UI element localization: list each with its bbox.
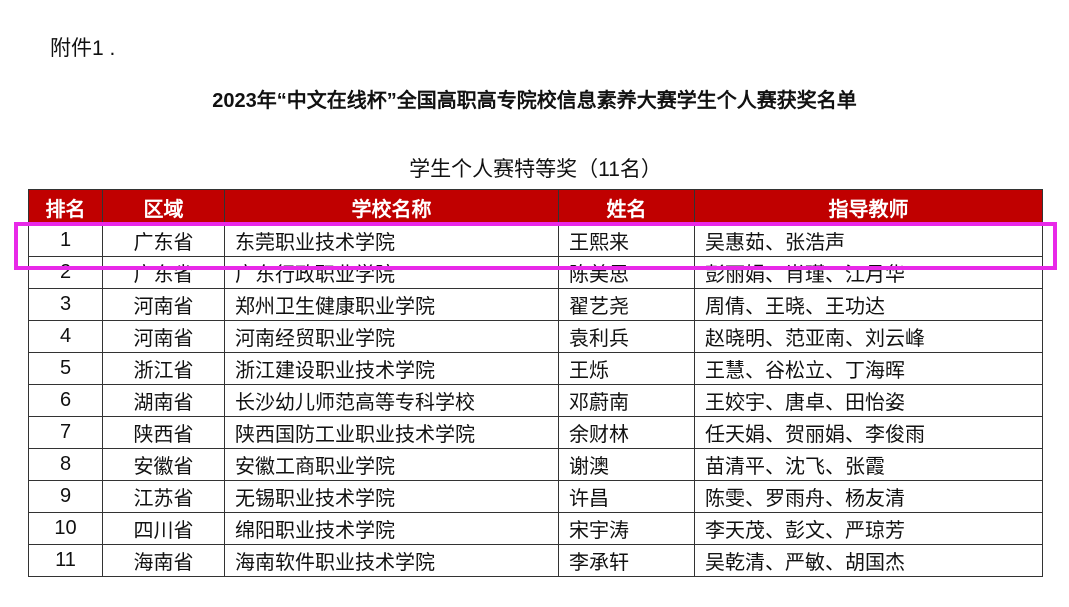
cell-name: 宋宇涛	[558, 512, 695, 545]
cell-rank: 7	[28, 416, 103, 449]
header-advisors: 指导教师	[694, 189, 1043, 225]
cell-advisors: 李天茂、彭文、严琼芳	[694, 512, 1043, 545]
cell-advisors: 赵晓明、范亚南、刘云峰	[694, 320, 1043, 353]
cell-region: 湖南省	[102, 384, 225, 417]
cell-region: 河南省	[102, 288, 225, 321]
document-title: 2023年“中文在线杯”全国高职高专院校信息素养大赛学生个人赛获奖名单	[212, 90, 857, 112]
cell-rank: 10	[28, 512, 103, 545]
cell-region: 海南省	[102, 544, 225, 577]
table-row: 8 安徽省 安徽工商职业学院 谢澳 苗清平、沈飞、张霞	[28, 448, 1043, 481]
cell-rank: 9	[28, 480, 103, 513]
cell-region: 广东省	[102, 256, 225, 289]
header-region: 区域	[102, 189, 225, 225]
cell-name: 李承轩	[558, 544, 695, 577]
table-row: 1 广东省 东莞职业技术学院 王熙来 吴惠茹、张浩声	[28, 224, 1043, 257]
cell-name: 袁利兵	[558, 320, 695, 353]
cell-name: 陈美思	[558, 256, 695, 289]
header-name: 姓名	[558, 189, 695, 225]
cell-name: 王烁	[558, 352, 695, 385]
table-row: 9 江苏省 无锡职业技术学院 许昌 陈雯、罗雨舟、杨友清	[28, 480, 1043, 513]
cell-region: 安徽省	[102, 448, 225, 481]
cell-school: 陕西国防工业职业技术学院	[224, 416, 559, 449]
cell-school: 广东行政职业学院	[224, 256, 559, 289]
cell-advisors: 苗清平、沈飞、张霞	[694, 448, 1043, 481]
cell-name: 翟艺尧	[558, 288, 695, 321]
cell-school: 长沙幼儿师范高等专科学校	[224, 384, 559, 417]
cell-rank: 8	[28, 448, 103, 481]
table-row: 10 四川省 绵阳职业技术学院 宋宇涛 李天茂、彭文、严琼芳	[28, 512, 1043, 545]
cell-advisors: 王姣宇、唐卓、田怡姿	[694, 384, 1043, 417]
cell-rank: 2	[28, 256, 103, 289]
cell-school: 郑州卫生健康职业学院	[224, 288, 559, 321]
table-row: 2 广东省 广东行政职业学院 陈美思 彭丽娟、肖瑾、江月华	[28, 256, 1043, 289]
cell-name: 许昌	[558, 480, 695, 513]
table-row: 4 河南省 河南经贸职业学院 袁利兵 赵晓明、范亚南、刘云峰	[28, 320, 1043, 353]
cell-region: 四川省	[102, 512, 225, 545]
cell-region: 河南省	[102, 320, 225, 353]
cell-rank: 11	[28, 544, 103, 577]
cell-region: 陕西省	[102, 416, 225, 449]
cell-name: 王熙来	[558, 224, 695, 257]
cell-advisors: 彭丽娟、肖瑾、江月华	[694, 256, 1043, 289]
cell-rank: 6	[28, 384, 103, 417]
cell-school: 海南软件职业技术学院	[224, 544, 559, 577]
cell-school: 东莞职业技术学院	[224, 224, 559, 257]
table-header-row: 排名 区域 学校名称 姓名 指导教师	[28, 189, 1043, 225]
cell-name: 余财林	[558, 416, 695, 449]
cell-name: 谢澳	[558, 448, 695, 481]
cell-region: 浙江省	[102, 352, 225, 385]
table-row: 11 海南省 海南软件职业技术学院 李承轩 吴乾清、严敏、胡国杰	[28, 544, 1043, 577]
header-school: 学校名称	[224, 189, 559, 225]
cell-advisors: 吴惠茹、张浩声	[694, 224, 1043, 257]
cell-school: 无锡职业技术学院	[224, 480, 559, 513]
cell-name: 邓蔚南	[558, 384, 695, 417]
cell-advisors: 王慧、谷松立、丁海晖	[694, 352, 1043, 385]
cell-rank: 4	[28, 320, 103, 353]
cell-rank: 3	[28, 288, 103, 321]
cell-school: 浙江建设职业技术学院	[224, 352, 559, 385]
table-row: 5 浙江省 浙江建设职业技术学院 王烁 王慧、谷松立、丁海晖	[28, 352, 1043, 385]
cell-school: 河南经贸职业学院	[224, 320, 559, 353]
cell-school: 绵阳职业技术学院	[224, 512, 559, 545]
cell-region: 广东省	[102, 224, 225, 257]
cell-rank: 1	[28, 224, 103, 257]
table-row: 7 陕西省 陕西国防工业职业技术学院 余财林 任天娟、贺丽娟、李俊雨	[28, 416, 1043, 449]
award-table: 排名 区域 学校名称 姓名 指导教师 1 广东省 东莞职业技术学院 王熙来 吴惠茹、张浩…	[28, 189, 1043, 577]
header-rank: 排名	[28, 189, 103, 225]
cell-school: 安徽工商职业学院	[224, 448, 559, 481]
attachment-label: 附件1 .	[50, 37, 116, 60]
cell-advisors: 周倩、王晓、王功达	[694, 288, 1043, 321]
table-row: 6 湖南省 长沙幼儿师范高等专科学校 邓蔚南 王姣宇、唐卓、田怡姿	[28, 384, 1043, 417]
table-row: 3 河南省 郑州卫生健康职业学院 翟艺尧 周倩、王晓、王功达	[28, 288, 1043, 321]
table-caption: 学生个人赛特等奖（11名）	[409, 158, 662, 181]
cell-advisors: 陈雯、罗雨舟、杨友清	[694, 480, 1043, 513]
cell-region: 江苏省	[102, 480, 225, 513]
cell-rank: 5	[28, 352, 103, 385]
cell-advisors: 吴乾清、严敏、胡国杰	[694, 544, 1043, 577]
cell-advisors: 任天娟、贺丽娟、李俊雨	[694, 416, 1043, 449]
